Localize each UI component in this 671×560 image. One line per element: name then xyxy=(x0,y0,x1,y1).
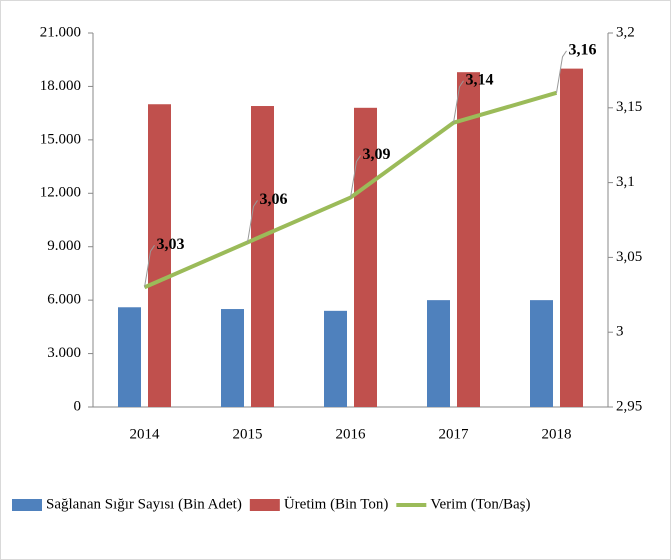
bar xyxy=(530,300,553,407)
legend-label: Sağlanan Sığır Sayısı (Bin Adet) xyxy=(46,496,242,512)
bar xyxy=(221,309,244,407)
bar xyxy=(560,68,583,407)
y2-tick-label: 3 xyxy=(616,324,624,340)
y2-tick-label: 3,1 xyxy=(616,174,635,190)
x-tick-label: 2018 xyxy=(542,426,572,442)
y-tick-label: 0 xyxy=(74,398,82,414)
bar xyxy=(251,106,274,408)
bar xyxy=(148,104,171,407)
y-tick-label: 21.000 xyxy=(40,24,81,40)
y-tick-label: 15.000 xyxy=(40,131,81,147)
y-tick-label: 12.000 xyxy=(40,185,81,201)
leader-line xyxy=(453,80,464,123)
leader-line xyxy=(350,155,361,198)
x-tick-label: 2017 xyxy=(439,426,470,442)
bar xyxy=(118,307,141,407)
leader-line xyxy=(144,245,155,288)
y-tick-label: 18.000 xyxy=(40,78,81,94)
data-label: 3,06 xyxy=(260,191,288,208)
x-tick-label: 2015 xyxy=(233,426,263,442)
legend-swatch xyxy=(249,499,280,511)
bar xyxy=(324,310,347,407)
bar xyxy=(427,300,450,407)
data-label: 3,03 xyxy=(157,236,185,253)
legend-swatch xyxy=(12,499,42,511)
legend-swatch xyxy=(396,503,427,507)
data-label: 3,16 xyxy=(569,42,597,59)
bar xyxy=(457,72,480,407)
y-tick-label: 9.000 xyxy=(47,238,81,254)
x-tick-label: 2016 xyxy=(336,426,367,442)
data-label: 3,14 xyxy=(466,71,494,88)
y2-tick-label: 3,05 xyxy=(616,249,642,265)
y2-tick-label: 3,15 xyxy=(616,99,642,115)
data-label: 3,09 xyxy=(363,146,391,163)
y-tick-label: 3.000 xyxy=(47,345,81,361)
y2-tick-label: 3,2 xyxy=(616,24,635,40)
legend-label: Üretim (Bin Ton) xyxy=(284,495,389,512)
y2-tick-label: 2,95 xyxy=(616,398,642,414)
leader-line xyxy=(247,200,258,243)
x-tick-label: 2014 xyxy=(130,426,161,442)
legend-label: Verim (Ton/Baş) xyxy=(430,496,530,512)
leader-line xyxy=(556,50,567,93)
y-tick-label: 6.000 xyxy=(47,292,81,308)
